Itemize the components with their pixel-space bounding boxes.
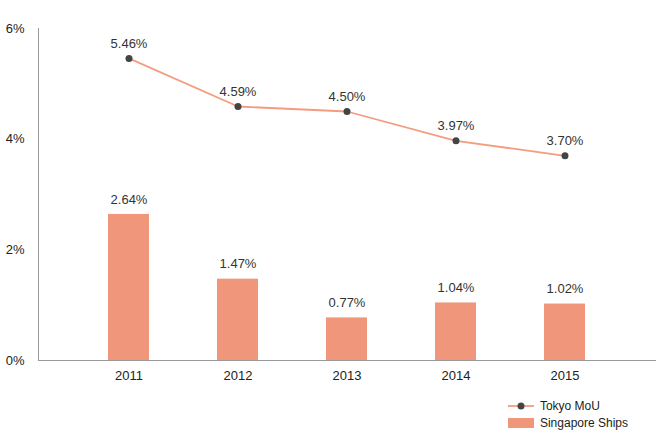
svg-text:3.97%: 3.97% xyxy=(438,118,475,133)
svg-text:6%: 6% xyxy=(6,21,25,36)
svg-text:2012: 2012 xyxy=(224,368,253,383)
svg-text:2015: 2015 xyxy=(551,368,580,383)
svg-text:4%: 4% xyxy=(6,131,25,146)
svg-text:2.64%: 2.64% xyxy=(111,192,148,207)
svg-text:1.04%: 1.04% xyxy=(438,280,475,295)
svg-text:1.02%: 1.02% xyxy=(547,281,584,296)
html-text:Singapore Ships: Singapore Ships xyxy=(539,415,628,430)
svg-text:2014: 2014 xyxy=(442,368,471,383)
svg-text:0%: 0% xyxy=(6,353,25,368)
svg-text:5.46%: 5.46% xyxy=(111,36,148,51)
svg-text:4.59%: 4.59% xyxy=(220,84,257,99)
svg-text:2013: 2013 xyxy=(333,368,362,383)
svg-text:3.70%: 3.70% xyxy=(547,133,584,148)
svg-text:2%: 2% xyxy=(6,242,25,257)
svg-text:2011: 2011 xyxy=(115,368,143,383)
svg-text:0.77%: 0.77% xyxy=(329,295,366,310)
svg-text:1.47%: 1.47% xyxy=(220,256,257,271)
svg-text:4.50%: 4.50% xyxy=(329,89,366,104)
html-text:Tokyo MoU: Tokyo MoU xyxy=(539,398,600,413)
